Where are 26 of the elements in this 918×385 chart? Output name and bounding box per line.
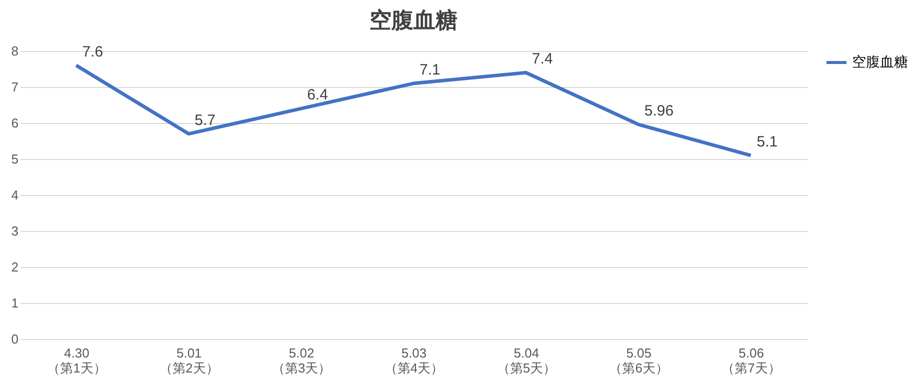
- x-tick-label: 5.03 （第4天）: [384, 346, 444, 376]
- y-tick-label: 2: [11, 260, 18, 274]
- legend-label: 空腹血糖: [852, 54, 908, 70]
- y-tick-label: 3: [11, 224, 18, 238]
- x-tick-label: 5.05 （第6天）: [609, 346, 668, 376]
- x-tick-label: 5.04 （第5天）: [496, 346, 556, 376]
- data-label: 7.6: [82, 43, 104, 60]
- chart-title: 空腹血糖: [370, 7, 458, 32]
- y-tick-label: 5: [11, 152, 18, 166]
- x-tick-label: 5.02 （第3天）: [272, 346, 332, 376]
- y-tick-label: 6: [11, 116, 18, 130]
- data-label: 6.4: [307, 86, 328, 104]
- data-label: 7.4: [532, 50, 553, 68]
- data-label: 7.1: [420, 61, 440, 78]
- y-tick-label: 0: [11, 332, 18, 346]
- y-tick-label: 7: [11, 80, 18, 94]
- x-tick-label: 5.01 （第2天）: [160, 346, 219, 376]
- y-tick-label: 8: [11, 44, 18, 58]
- y-tick-label: 1: [11, 296, 18, 310]
- data-label: 5.96: [644, 102, 674, 120]
- data-label: 5.1: [756, 133, 778, 150]
- y-tick-label: 4: [11, 188, 18, 202]
- line-series: [74, 64, 753, 158]
- data-label: 5.7: [194, 112, 216, 129]
- x-tick-label: 4.30 （第1天）: [47, 346, 106, 376]
- x-tick-label: 5.06 （第7天）: [722, 346, 781, 376]
